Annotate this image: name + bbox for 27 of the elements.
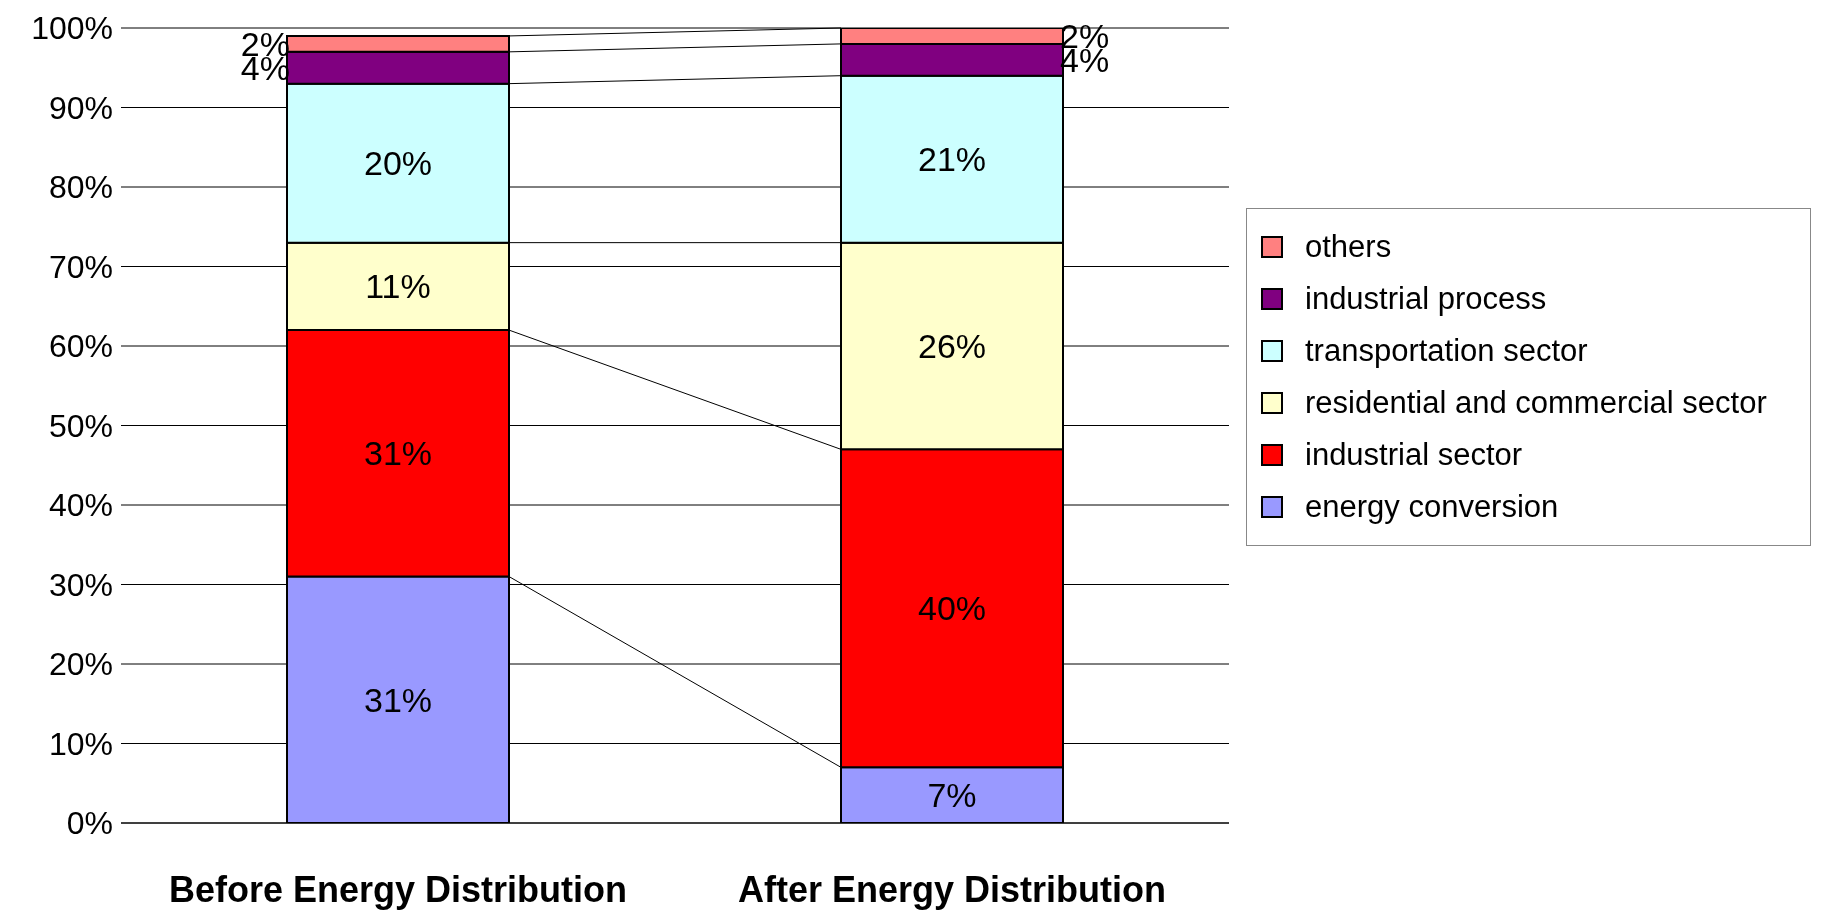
data-label: 21% <box>917 140 987 179</box>
legend-label: energy conversion <box>1305 489 1559 525</box>
data-label: 7% <box>927 776 977 815</box>
data-label: 20% <box>363 144 433 183</box>
legend-label: transportation sector <box>1305 333 1588 369</box>
x-tick-label: After Energy Distribution <box>737 868 1167 910</box>
y-tick-label: 0% <box>66 805 113 842</box>
y-tick-label: 10% <box>48 725 113 762</box>
y-tick-label: 70% <box>48 248 113 285</box>
y-tick-label: 100% <box>31 10 113 47</box>
y-tick-label: 50% <box>48 407 113 444</box>
y-tick-label: 40% <box>48 487 113 524</box>
legend-label: residential and commercial sector <box>1305 385 1767 421</box>
y-tick-label: 20% <box>48 646 113 683</box>
data-label: 31% <box>363 680 433 719</box>
x-tick-label: Before Energy Distribution <box>168 868 628 910</box>
y-tick-label: 90% <box>48 89 113 126</box>
y-tick-label: 30% <box>48 566 113 603</box>
legend-label: others <box>1305 229 1392 265</box>
y-tick-label: 60% <box>48 328 113 365</box>
y-tick-label: 80% <box>48 169 113 206</box>
data-label: 40% <box>917 589 987 628</box>
data-label: 31% <box>363 434 433 473</box>
legend-label: industrial process <box>1305 281 1547 317</box>
legend-label: industrial sector <box>1305 437 1523 473</box>
data-label: 26% <box>917 327 987 365</box>
data-label: 11% <box>365 267 431 306</box>
